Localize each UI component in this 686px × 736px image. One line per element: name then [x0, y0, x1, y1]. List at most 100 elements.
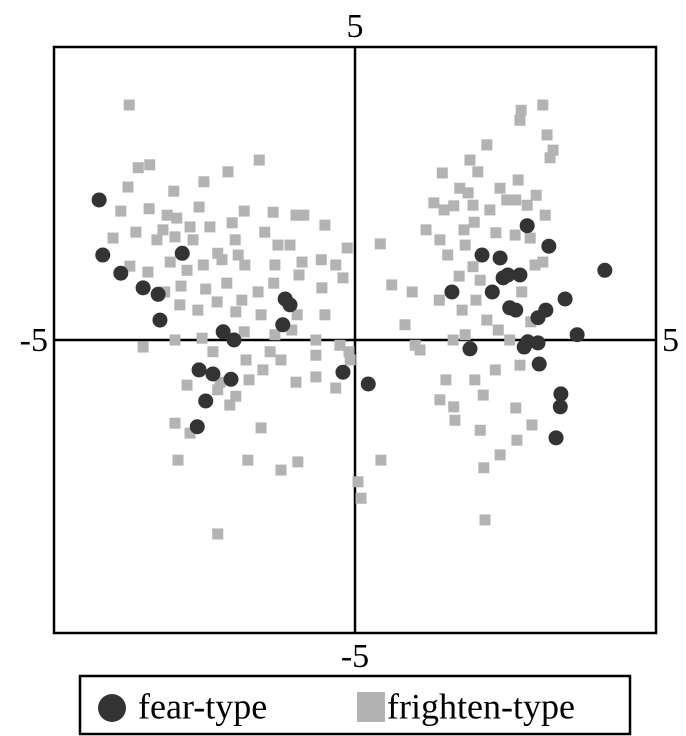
point — [409, 339, 421, 351]
point — [240, 354, 252, 366]
point — [462, 341, 478, 357]
point — [130, 226, 142, 238]
point — [434, 394, 446, 406]
point — [481, 139, 493, 151]
point — [529, 259, 541, 271]
point — [291, 309, 303, 321]
point — [169, 231, 181, 243]
point — [447, 334, 459, 346]
point — [224, 399, 236, 411]
point — [192, 304, 204, 316]
point — [107, 232, 119, 244]
point — [175, 280, 187, 292]
point — [290, 376, 302, 388]
point — [442, 249, 454, 261]
point — [553, 386, 569, 402]
point — [135, 280, 151, 296]
point — [474, 274, 486, 286]
point — [137, 341, 149, 353]
point — [489, 364, 501, 376]
point — [216, 254, 228, 266]
point — [205, 366, 221, 382]
point — [143, 203, 155, 215]
point — [544, 152, 556, 164]
x-tick-label: -5 — [20, 322, 48, 359]
point — [232, 249, 244, 261]
point — [433, 294, 445, 306]
point — [512, 174, 524, 186]
point — [264, 346, 276, 358]
point — [449, 414, 461, 426]
point — [267, 206, 279, 218]
point — [462, 187, 474, 199]
point — [221, 277, 233, 289]
point — [467, 199, 479, 211]
y-tick-label: -5 — [341, 638, 369, 675]
point — [91, 192, 107, 208]
point — [530, 189, 542, 201]
point — [189, 419, 205, 435]
point — [477, 389, 489, 401]
point — [335, 364, 351, 380]
point — [375, 454, 387, 466]
point — [386, 279, 398, 291]
point — [196, 332, 208, 344]
point — [236, 294, 248, 306]
point — [501, 194, 513, 206]
point — [552, 399, 568, 415]
legend-marker — [98, 694, 126, 722]
point — [492, 324, 504, 336]
point — [212, 384, 224, 396]
point — [521, 199, 533, 211]
point — [459, 239, 471, 251]
point — [150, 286, 166, 302]
point — [319, 219, 331, 231]
point — [541, 129, 553, 141]
point — [268, 277, 280, 289]
point — [239, 259, 251, 271]
point — [95, 247, 111, 263]
point — [474, 424, 486, 436]
point — [428, 197, 440, 209]
point — [448, 401, 460, 413]
point — [242, 454, 254, 466]
point — [494, 182, 506, 194]
point — [481, 314, 493, 326]
point — [169, 417, 181, 429]
point — [144, 159, 156, 171]
point — [113, 265, 129, 281]
point — [478, 462, 490, 474]
point — [406, 286, 418, 298]
point — [198, 176, 210, 188]
point — [514, 359, 526, 371]
point — [310, 371, 322, 383]
point — [531, 356, 547, 372]
point — [510, 402, 522, 414]
point — [229, 234, 241, 246]
point — [548, 430, 564, 446]
point — [464, 154, 476, 166]
point — [315, 254, 327, 266]
point — [494, 449, 506, 461]
point — [230, 390, 242, 402]
point — [438, 204, 450, 216]
point — [171, 212, 183, 224]
point — [184, 427, 196, 439]
point — [164, 256, 176, 268]
point — [296, 256, 308, 268]
point — [191, 362, 207, 378]
point — [157, 224, 169, 236]
point — [316, 282, 328, 294]
point — [151, 234, 163, 246]
point — [212, 247, 224, 259]
point — [468, 216, 480, 228]
legend-box — [78, 674, 632, 736]
point — [420, 224, 432, 236]
point — [467, 261, 479, 273]
point — [537, 256, 549, 268]
point — [511, 434, 523, 446]
point — [344, 354, 356, 366]
point — [500, 267, 516, 283]
point — [181, 264, 193, 276]
